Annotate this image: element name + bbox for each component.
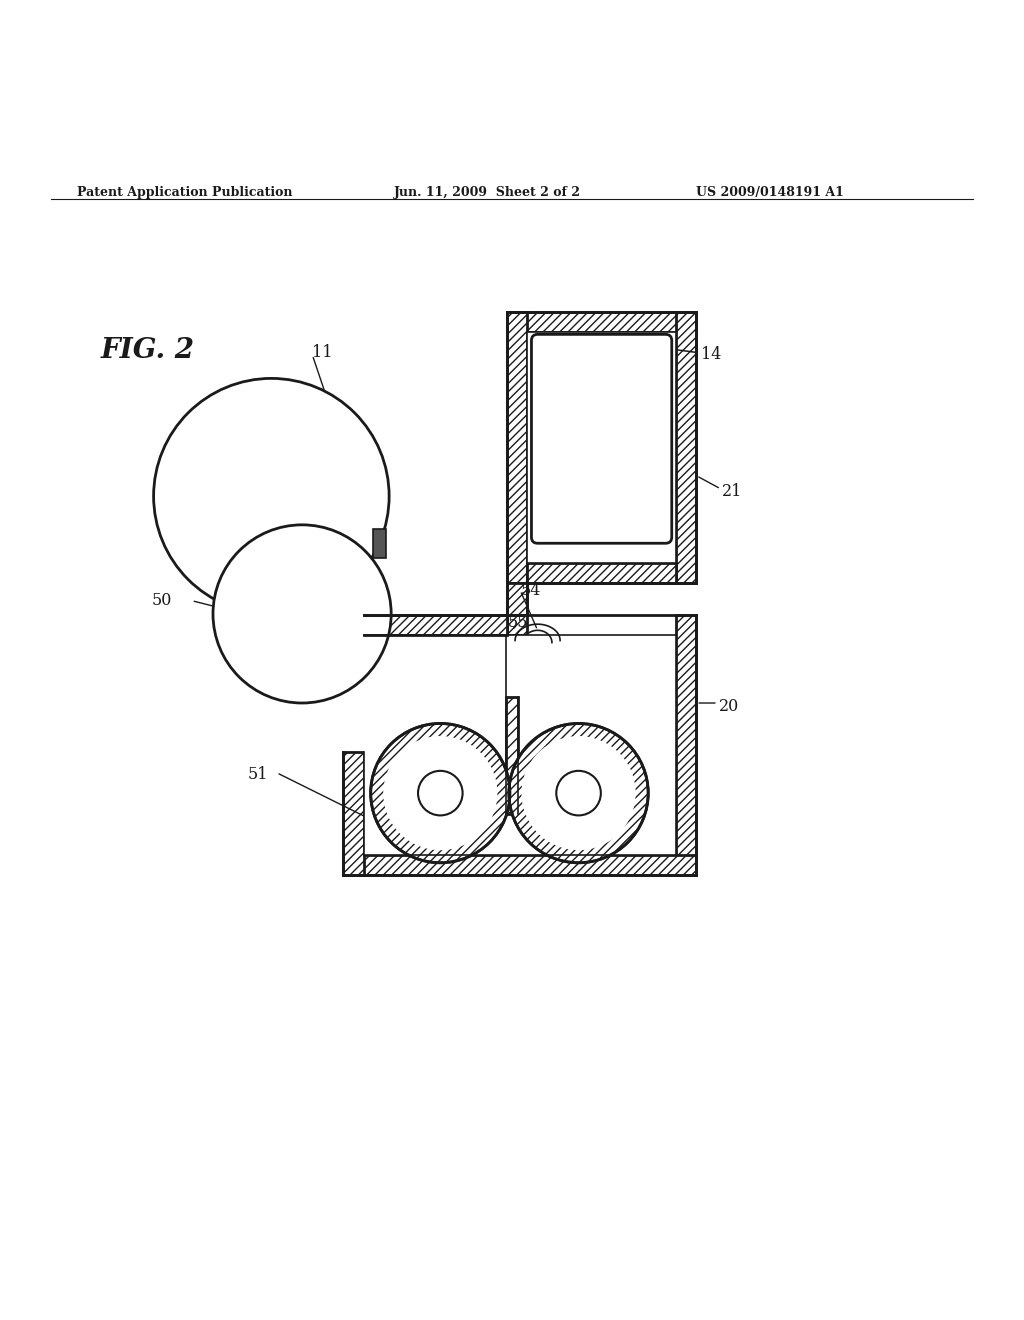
Bar — [343, 615, 696, 875]
Text: 51: 51 — [248, 766, 268, 783]
Text: Patent Application Publication: Patent Application Publication — [77, 186, 292, 199]
Bar — [506, 697, 518, 813]
Bar — [373, 529, 386, 557]
Text: Jun. 11, 2009  Sheet 2 of 2: Jun. 11, 2009 Sheet 2 of 2 — [394, 186, 582, 199]
Circle shape — [154, 379, 389, 614]
Bar — [343, 752, 364, 875]
Circle shape — [371, 723, 510, 863]
Text: 20: 20 — [719, 697, 739, 714]
Circle shape — [556, 771, 601, 816]
Text: 54: 54 — [520, 582, 541, 599]
Bar — [507, 312, 696, 583]
Bar — [527, 333, 676, 562]
Circle shape — [418, 771, 463, 816]
Bar — [507, 583, 527, 635]
Bar — [507, 583, 527, 615]
Circle shape — [213, 525, 391, 704]
Bar — [676, 615, 696, 875]
Text: US 2009/0148191 A1: US 2009/0148191 A1 — [696, 186, 844, 199]
Text: 50: 50 — [152, 593, 172, 609]
Text: 11: 11 — [312, 345, 333, 362]
Bar — [507, 312, 696, 333]
Text: 53: 53 — [328, 471, 348, 488]
Bar — [507, 312, 527, 583]
Bar — [364, 615, 507, 635]
Text: FIG. 2: FIG. 2 — [100, 338, 195, 364]
FancyBboxPatch shape — [531, 334, 672, 544]
Circle shape — [521, 737, 636, 850]
Circle shape — [383, 737, 498, 850]
Text: 55: 55 — [508, 614, 528, 631]
Circle shape — [509, 723, 648, 863]
Bar — [676, 312, 696, 583]
Bar — [364, 635, 676, 854]
Text: 21: 21 — [722, 483, 742, 499]
Text: 14: 14 — [701, 346, 722, 363]
Bar — [343, 854, 696, 875]
Bar — [527, 562, 676, 583]
Text: 52: 52 — [561, 787, 582, 804]
